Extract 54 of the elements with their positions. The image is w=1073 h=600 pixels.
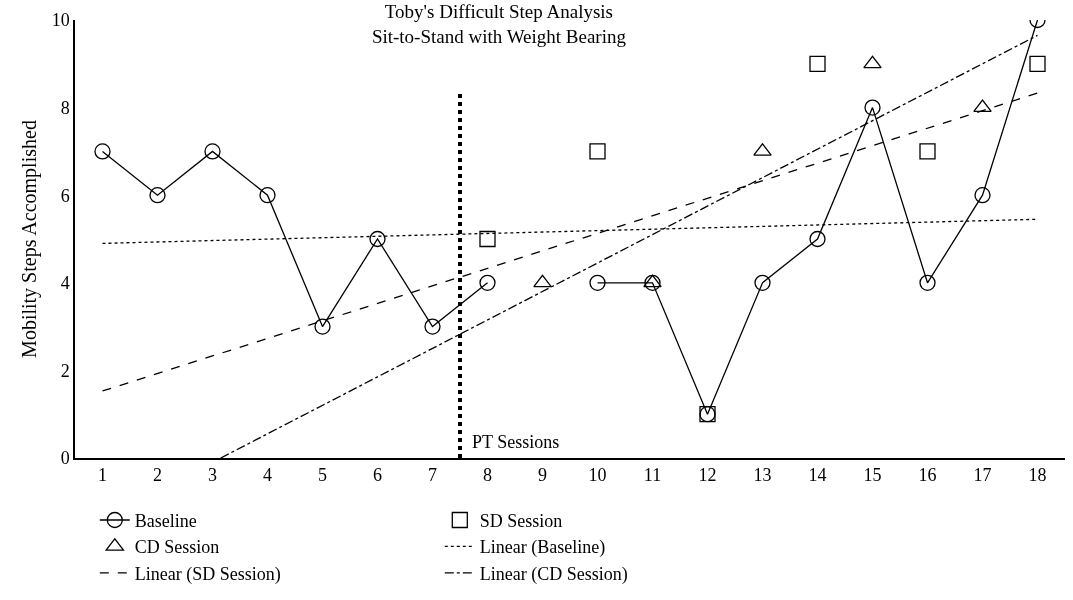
x-tick-label: 15 — [863, 465, 882, 486]
point — [974, 187, 991, 204]
x-tick-label: 9 — [538, 465, 547, 486]
point — [533, 274, 552, 288]
legend-label: Baseline — [134, 511, 197, 532]
y-tick-label: 4 — [60, 273, 70, 294]
y-tick-label: 8 — [60, 97, 70, 118]
x-tick-label: 12 — [698, 465, 717, 486]
x-tick-label: 7 — [428, 465, 437, 486]
x-tick-label: 8 — [483, 465, 492, 486]
point — [94, 143, 111, 160]
x-tick-label: 17 — [973, 465, 992, 486]
x-tick-label: 18 — [1028, 465, 1047, 486]
x-tick-label: 11 — [643, 465, 662, 486]
x-tick-label: 13 — [753, 465, 772, 486]
point — [259, 187, 276, 204]
point — [919, 143, 936, 160]
point — [149, 187, 166, 204]
point — [479, 230, 496, 248]
y-tick-label: 6 — [60, 185, 70, 206]
y-tick-label: 0 — [60, 448, 70, 469]
legend-label: CD Session — [134, 537, 220, 558]
point — [314, 318, 331, 335]
legend-label: Linear (CD Session) — [479, 563, 628, 585]
x-tick-label: 1 — [98, 465, 107, 486]
legend-label: Linear (Baseline) — [479, 537, 606, 559]
x-tick-label: 6 — [373, 465, 382, 486]
x-tick-label: 16 — [918, 465, 937, 486]
point — [864, 99, 881, 116]
point — [204, 143, 221, 160]
ref-line-label: PT Sessions — [472, 432, 560, 452]
chart-title: Toby's Difficult Step Analysis Sit-to-Stand with Weight Bearing — [371, 1, 627, 47]
legend-label: Linear (SD Session) — [134, 563, 281, 585]
point — [863, 55, 882, 69]
point — [809, 230, 826, 248]
y-axis-title: Mobility Steps Accomplished — [17, 120, 41, 358]
point — [589, 274, 606, 291]
point — [369, 230, 386, 248]
point — [919, 274, 936, 291]
point — [1029, 55, 1046, 72]
legend-label: SD Session — [479, 511, 563, 532]
point — [424, 318, 441, 335]
point — [809, 55, 826, 72]
point — [589, 143, 606, 160]
point — [479, 274, 496, 291]
x-tick-label: 2 — [153, 465, 162, 486]
x-tick-label: 14 — [808, 465, 827, 486]
x-tick-label: 10 — [588, 465, 607, 486]
point — [754, 274, 771, 291]
y-tick-label: 10 — [51, 10, 70, 31]
x-tick-label: 3 — [208, 465, 217, 486]
x-tick-label: 5 — [318, 465, 327, 486]
y-tick-label: 2 — [60, 360, 70, 381]
x-tick-label: 4 — [263, 465, 272, 486]
